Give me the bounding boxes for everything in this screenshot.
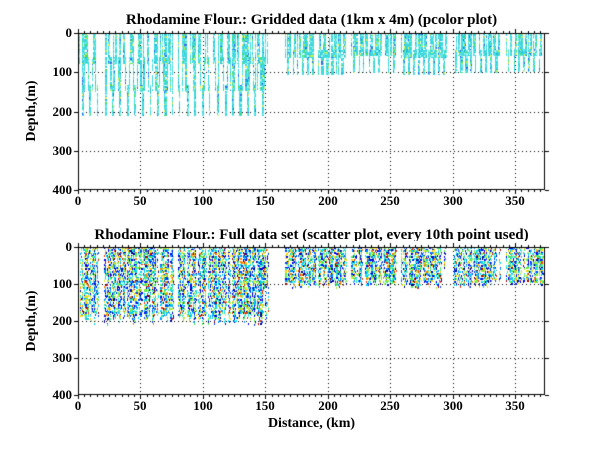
x-tick-label: 350 (505, 193, 525, 208)
x-tick-label: 0 (74, 193, 82, 208)
x-tick-label: 200 (318, 193, 338, 208)
y-tick-label: 0 (65, 25, 73, 40)
bottom-plot-x-axis-label: Distance, (km) (267, 416, 356, 431)
x-tick-label: 350 (505, 398, 525, 413)
y-tick-label: 400 (52, 387, 73, 402)
x-tick-label: 150 (255, 398, 275, 413)
y-tick-label: 300 (52, 350, 73, 365)
y-tick-label: 200 (52, 104, 73, 119)
x-tick-label: 0 (74, 398, 82, 413)
x-tick-label: 250 (380, 193, 400, 208)
scatter-plot-canvas (72, 241, 551, 401)
x-tick-label: 50 (133, 398, 147, 413)
x-tick-label: 250 (380, 398, 400, 413)
pcolor-plot-canvas (72, 27, 551, 196)
bottom-plot-title: Rhodamine Flour.: Full data set (scatter… (94, 227, 529, 243)
y-tick-label: 0 (65, 239, 73, 254)
x-tick-label: 100 (193, 193, 213, 208)
y-tick-label: 100 (52, 276, 73, 291)
y-tick-label: 400 (52, 182, 73, 197)
y-tick-label: 200 (52, 313, 73, 328)
top-plot-title: Rhodamine Flour.: Gridded data (1km x 4m… (125, 12, 498, 28)
y-tick-label: 100 (52, 64, 73, 79)
x-tick-label: 150 (255, 193, 275, 208)
y-tick-label: 300 (52, 143, 73, 158)
x-tick-label: 300 (443, 193, 463, 208)
x-tick-label: 200 (318, 398, 338, 413)
x-tick-label: 100 (193, 398, 213, 413)
x-tick-label: 300 (443, 398, 463, 413)
x-tick-label: 50 (133, 193, 147, 208)
